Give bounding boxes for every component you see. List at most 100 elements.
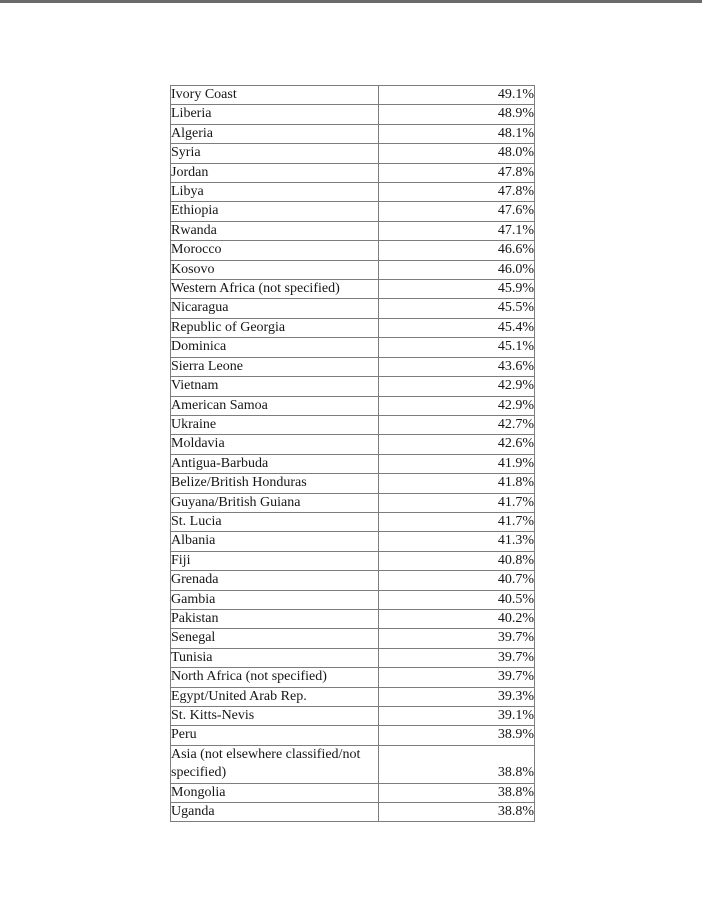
table-row: American Samoa 42.9% xyxy=(170,395,535,416)
table-row: St. Lucia 41.7% xyxy=(170,511,535,533)
country-name-cell: Rwanda xyxy=(170,220,379,242)
percentage-cell: 40.5% xyxy=(378,589,535,610)
percentage-cell: 47.6% xyxy=(378,201,535,222)
table-row: Dominica 45.1% xyxy=(170,337,535,358)
country-name-cell: Jordan xyxy=(170,162,379,184)
country-name-cell: Antigua-Barbuda xyxy=(170,453,379,475)
percentage-cell: 45.5% xyxy=(378,298,535,319)
country-name-cell: Nicaragua xyxy=(170,298,379,319)
country-name-cell: Kosovo xyxy=(170,259,379,281)
percentage-cell: 41.9% xyxy=(378,453,535,475)
table-row: Pakistan 40.2% xyxy=(170,608,535,630)
percentage-cell: 47.8% xyxy=(378,182,535,203)
table-row: Gambia 40.5% xyxy=(170,589,535,610)
table-row: Syria 48.0% xyxy=(170,143,535,164)
country-name-cell: Pakistan xyxy=(170,608,379,630)
percentage-cell: 42.9% xyxy=(378,395,535,416)
table-row: Republic of Georgia 45.4% xyxy=(170,317,535,339)
percentage-cell: 41.3% xyxy=(378,531,535,552)
percentage-cell: 39.7% xyxy=(378,647,535,669)
percentage-cell: 43.6% xyxy=(378,356,535,378)
table-row: Liberia 48.9% xyxy=(170,104,535,125)
top-border-band xyxy=(0,0,702,3)
country-name-cell: Fiji xyxy=(170,550,379,572)
country-name-cell: Ethiopia xyxy=(170,201,379,222)
table-row: Moldavia 42.6% xyxy=(170,434,535,455)
percentage-cell: 39.1% xyxy=(378,705,535,727)
table-row: Egypt/United Arab Rep. 39.3% xyxy=(170,686,535,708)
country-name-cell: Algeria xyxy=(170,123,379,145)
table-row: Ukraine 42.7% xyxy=(170,414,535,436)
percentage-cell: 46.6% xyxy=(378,240,535,261)
table-row: Nicaragua 45.5% xyxy=(170,298,535,319)
percentage-cell: 49.1% xyxy=(378,84,535,106)
table-row: Libya 47.8% xyxy=(170,182,535,203)
percentage-cell: 38.8% xyxy=(378,744,535,784)
percentage-cell: 42.7% xyxy=(378,414,535,436)
country-name-cell: Morocco xyxy=(170,240,379,261)
country-name-cell: North Africa (not specified) xyxy=(170,667,379,688)
table-row: Asia (not elsewhere classified/not speci… xyxy=(170,744,535,784)
country-name-cell: Egypt/United Arab Rep. xyxy=(170,686,379,708)
country-name-cell: Sierra Leone xyxy=(170,356,379,378)
country-name-cell: Dominica xyxy=(170,337,379,358)
table-row: Ethiopia 47.6% xyxy=(170,201,535,222)
table-row: Rwanda 47.1% xyxy=(170,220,535,242)
country-percentage-table: Ivory Coast 49.1% Liberia 48.9% Algeria … xyxy=(170,84,535,823)
percentage-cell: 47.8% xyxy=(378,162,535,184)
percentage-cell: 45.1% xyxy=(378,337,535,358)
percentage-cell: 39.7% xyxy=(378,667,535,688)
percentage-cell: 41.7% xyxy=(378,511,535,533)
table-row: Ivory Coast 49.1% xyxy=(170,84,535,106)
table-row: Vietnam 42.9% xyxy=(170,376,535,397)
percentage-cell: 47.1% xyxy=(378,220,535,242)
country-name-cell: Ukraine xyxy=(170,414,379,436)
percentage-cell: 38.8% xyxy=(378,802,535,823)
table-body: Ivory Coast 49.1% Liberia 48.9% Algeria … xyxy=(170,84,535,823)
table-row: Morocco 46.6% xyxy=(170,240,535,261)
country-name-cell: Mongolia xyxy=(170,782,379,804)
country-name-cell: Libya xyxy=(170,182,379,203)
country-name-cell: Liberia xyxy=(170,104,379,125)
country-name-cell: Tunisia xyxy=(170,647,379,669)
percentage-cell: 41.8% xyxy=(378,473,535,494)
percentage-cell: 46.0% xyxy=(378,259,535,281)
country-name-cell: Peru xyxy=(170,725,379,746)
table-row: Jordan 47.8% xyxy=(170,162,535,184)
table-row: Western Africa (not specified) 45.9% xyxy=(170,279,535,300)
country-name-cell: Syria xyxy=(170,143,379,164)
table-row: Sierra Leone 43.6% xyxy=(170,356,535,378)
percentage-cell: 42.6% xyxy=(378,434,535,455)
percentage-cell: 40.7% xyxy=(378,570,535,591)
percentage-cell: 41.7% xyxy=(378,492,535,513)
table-row: Guyana/British Guiana 41.7% xyxy=(170,492,535,513)
table-row: Tunisia 39.7% xyxy=(170,647,535,669)
country-name-cell: Asia (not elsewhere classified/not speci… xyxy=(170,744,379,784)
table-row: Mongolia 38.8% xyxy=(170,782,535,804)
percentage-cell: 45.4% xyxy=(378,317,535,339)
country-name-cell: Gambia xyxy=(170,589,379,610)
percentage-cell: 39.7% xyxy=(378,628,535,649)
percentage-cell: 48.9% xyxy=(378,104,535,125)
table-row: North Africa (not specified) 39.7% xyxy=(170,667,535,688)
table-row: Antigua-Barbuda 41.9% xyxy=(170,453,535,475)
percentage-cell: 38.8% xyxy=(378,782,535,804)
country-name-cell: Guyana/British Guiana xyxy=(170,492,379,513)
table-row: Kosovo 46.0% xyxy=(170,259,535,281)
country-name-cell: Grenada xyxy=(170,570,379,591)
percentage-cell: 42.9% xyxy=(378,376,535,397)
country-name-cell: Senegal xyxy=(170,628,379,649)
country-name-cell: Albania xyxy=(170,531,379,552)
percentage-cell: 48.1% xyxy=(378,123,535,145)
table-row: Senegal 39.7% xyxy=(170,628,535,649)
country-name-cell: Vietnam xyxy=(170,376,379,397)
country-name-cell: American Samoa xyxy=(170,395,379,416)
table-row: Albania 41.3% xyxy=(170,531,535,552)
table-row: Peru 38.9% xyxy=(170,725,535,746)
percentage-cell: 40.8% xyxy=(378,550,535,572)
country-name-cell: Uganda xyxy=(170,802,379,823)
country-name-cell: Republic of Georgia xyxy=(170,317,379,339)
country-name-cell: Belize/British Honduras xyxy=(170,473,379,494)
country-name-cell: St. Kitts-Nevis xyxy=(170,705,379,727)
